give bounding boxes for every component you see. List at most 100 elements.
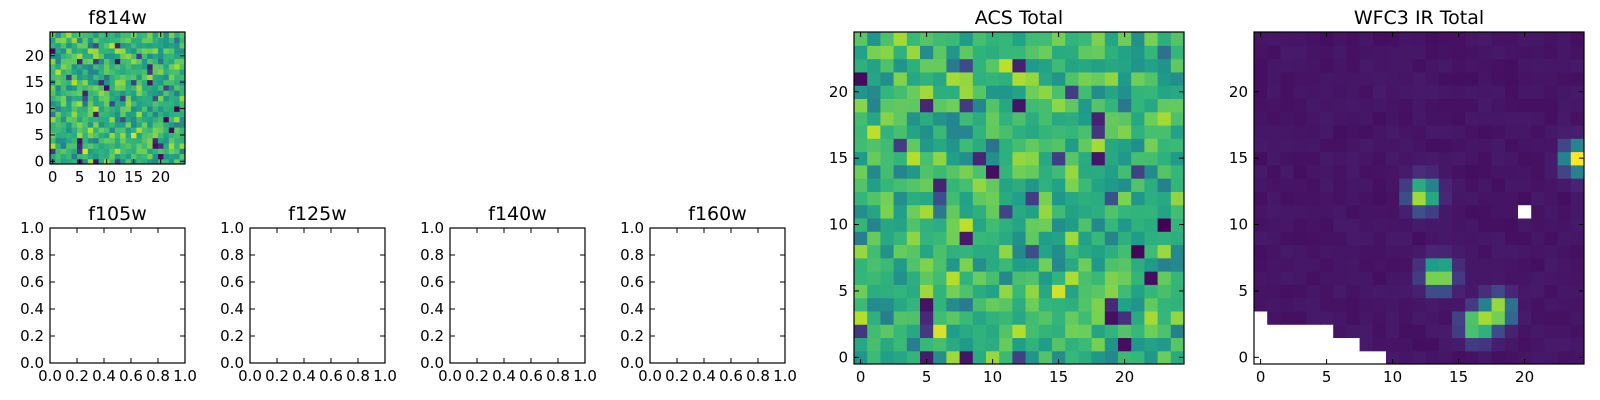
panel-title: f140w <box>488 203 547 225</box>
heatmap-cell <box>120 32 127 38</box>
heatmap-cell <box>1012 204 1027 219</box>
axes-frame <box>1253 31 1585 365</box>
heatmap-cell <box>1399 204 1413 219</box>
heatmap-cell <box>87 105 94 112</box>
heatmap-cell <box>82 47 89 54</box>
heatmap-cell <box>1306 85 1321 99</box>
heatmap-cell <box>136 32 143 38</box>
heatmap-cell <box>152 90 159 96</box>
heatmap-cell <box>1118 297 1132 312</box>
heatmap-cell <box>1399 98 1413 113</box>
heatmap-cell <box>152 37 159 44</box>
heatmap-cell <box>1306 217 1321 232</box>
heatmap-cell <box>1425 350 1440 364</box>
heatmap-cell <box>1280 337 1295 352</box>
heatmap-cell <box>1267 32 1281 46</box>
heatmap-cell <box>1065 297 1079 312</box>
heatmap-cell <box>55 53 62 59</box>
heatmap-cell <box>1144 324 1159 339</box>
heatmap-cell <box>93 68 100 75</box>
heatmap-cell <box>920 164 934 179</box>
heatmap-cell <box>906 164 921 179</box>
heatmap-cell <box>986 350 1000 364</box>
heatmap-cell <box>87 90 94 96</box>
heatmap-cell <box>87 58 94 65</box>
heatmap-cell <box>174 84 181 91</box>
heatmap-cell <box>1504 164 1519 179</box>
heatmap-cell <box>66 132 73 139</box>
heatmap-cell <box>1372 231 1387 246</box>
heatmap-cell <box>1438 191 1453 206</box>
y-tick-label: 0.6 <box>20 273 44 291</box>
heatmap-cell <box>1091 58 1106 73</box>
heatmap-cell <box>1144 178 1159 192</box>
heatmap-cell <box>1280 284 1295 299</box>
heatmap-cell <box>60 100 67 107</box>
heatmap-cell <box>920 231 934 246</box>
heatmap-cell <box>60 95 67 102</box>
heatmap-cell <box>179 90 185 96</box>
heatmap-cell <box>158 116 164 123</box>
y-tick-label: 0.4 <box>620 300 644 318</box>
heatmap-cell <box>1557 297 1572 312</box>
heatmap-cell <box>1346 164 1361 179</box>
heatmap-cell <box>163 84 170 91</box>
y-tick-label: 0.2 <box>20 327 44 345</box>
heatmap-cell <box>1452 45 1466 60</box>
heatmap-cell <box>141 105 148 112</box>
heatmap-cell <box>77 153 83 160</box>
heatmap-cell <box>66 127 73 133</box>
heatmap-cell <box>1544 58 1559 73</box>
heatmap-cell <box>1544 151 1559 166</box>
heatmap-cell <box>1531 297 1545 312</box>
heatmap-cell <box>1465 337 1479 352</box>
heatmap-cell <box>1012 32 1027 46</box>
heatmap-cell <box>1293 337 1308 352</box>
heatmap-cell <box>136 142 143 149</box>
x-tick-label: 0.8 <box>146 367 170 385</box>
heatmap-cell <box>1157 324 1172 339</box>
heatmap-cell <box>1425 178 1440 192</box>
heatmap-cell <box>1012 178 1027 192</box>
heatmap-cell <box>1386 231 1400 246</box>
heatmap-cell <box>959 164 974 179</box>
heatmap-cell <box>152 68 159 75</box>
y-tick-label: 0.0 <box>20 354 44 372</box>
heatmap-cell <box>1104 271 1119 285</box>
heatmap-cell <box>174 158 181 164</box>
heatmap-cell <box>1065 217 1079 232</box>
heatmap-cell <box>1399 324 1413 339</box>
heatmap-cell <box>1386 337 1400 352</box>
heatmap-cell <box>158 58 164 65</box>
heatmap-cell <box>1104 45 1119 60</box>
heatmap-cell <box>1518 58 1532 73</box>
heatmap-cell <box>50 137 56 144</box>
heatmap-cell <box>66 121 73 128</box>
heatmap-cell <box>906 178 921 192</box>
heatmap-cell <box>1170 337 1184 352</box>
heatmap-cell <box>946 178 961 192</box>
heatmap-cell <box>1065 124 1079 139</box>
heatmap-cell <box>77 53 83 59</box>
heatmap-cell <box>1078 284 1093 299</box>
heatmap-cell <box>1425 231 1440 246</box>
heatmap-cell <box>1346 191 1361 206</box>
heatmap-cell <box>1333 32 1347 46</box>
heatmap-cell <box>136 53 143 59</box>
heatmap-cell <box>93 58 100 65</box>
x-tick-label: 20 <box>1115 368 1134 386</box>
heatmap-cell <box>920 85 934 99</box>
panel-title: ACS Total <box>975 7 1063 29</box>
heatmap-cell <box>1306 151 1321 166</box>
heatmap-cell <box>1346 98 1361 113</box>
heatmap-cell <box>1478 297 1493 312</box>
heatmap-cell <box>1170 124 1184 139</box>
x-tick-label: 0 <box>1256 368 1266 386</box>
heatmap-cell <box>71 100 78 107</box>
heatmap-cell <box>1438 350 1453 364</box>
heatmap-cell <box>147 105 154 112</box>
heatmap-cell <box>1157 151 1172 166</box>
heatmap-cell <box>131 79 137 86</box>
heatmap-cell <box>98 74 105 81</box>
heatmap-cell <box>972 244 987 259</box>
